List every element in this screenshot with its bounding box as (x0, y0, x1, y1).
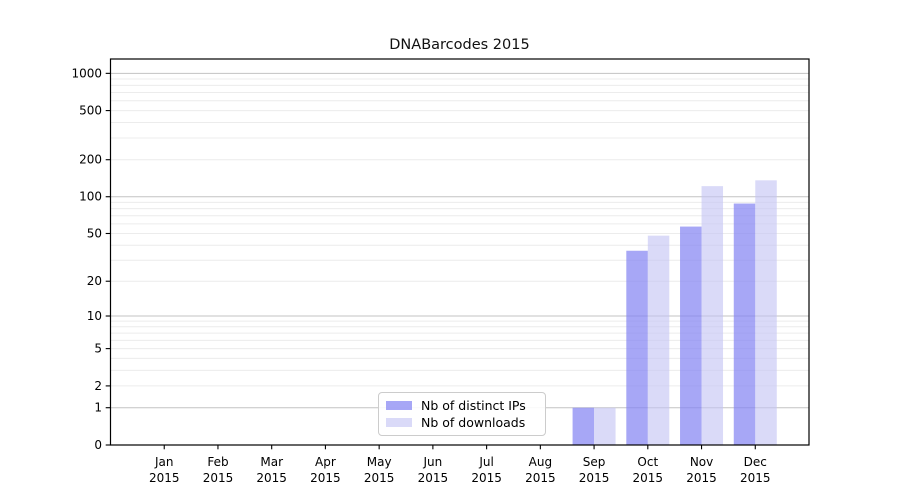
legend-item-downloads: Nb of downloads (386, 414, 537, 431)
x-tick-label-month: Jul (478, 455, 493, 469)
y-tick-label: 50 (87, 226, 102, 240)
bar-downloads-oct (647, 235, 670, 445)
legend-swatch-distinct-ips (386, 400, 412, 411)
x-tick-label-month: Feb (207, 455, 228, 469)
chart-title: DNABarcodes 2015 (389, 37, 530, 53)
x-tick-label-month: Jan (154, 455, 174, 469)
x-tick-label-month: Oct (637, 455, 658, 469)
y-tick-label: 10 (87, 309, 102, 323)
bar-downloads-dec (755, 180, 777, 445)
x-tick-label-month: Apr (315, 455, 336, 469)
x-tick-label-month: Dec (744, 455, 767, 469)
plot-border (109, 58, 810, 446)
bar-downloads-sep (594, 407, 616, 445)
y-tick-label: 100 (79, 190, 102, 204)
x-tick-label-year: 2015 (471, 471, 502, 485)
y-tick-label: 1000 (71, 66, 102, 80)
bar-distinct-ips-oct (626, 250, 648, 445)
legend: Nb of distinct IPs Nb of downloads (378, 392, 546, 436)
legend-label-distinct-ips: Nb of distinct IPs (421, 398, 526, 413)
y-tick-label: 20 (87, 274, 102, 288)
y-tick-label: 2 (94, 379, 102, 393)
x-tick-label-month: Jun (423, 455, 443, 469)
y-tick-label: 5 (94, 342, 102, 356)
legend-item-distinct-ips: Nb of distinct IPs (386, 397, 537, 414)
x-tick-label-month: Mar (260, 455, 283, 469)
x-tick-label-year: 2015 (256, 471, 287, 485)
y-tick-label: 500 (79, 104, 102, 118)
x-tick-label-year: 2015 (579, 471, 610, 485)
x-tick-label-year: 2015 (740, 471, 771, 485)
legend-label-downloads: Nb of downloads (421, 415, 526, 430)
legend-swatch-downloads (386, 417, 412, 428)
x-tick-label-year: 2015 (686, 471, 717, 485)
x-tick-label-year: 2015 (525, 471, 556, 485)
x-tick-label-month: Aug (529, 455, 552, 469)
bar-distinct-ips-dec (733, 203, 756, 445)
bar-downloads-nov (701, 186, 724, 446)
x-tick-label-year: 2015 (633, 471, 664, 485)
x-tick-label-year: 2015 (418, 471, 449, 485)
y-tick-label: 0 (94, 438, 102, 452)
x-tick-label-year: 2015 (203, 471, 234, 485)
x-tick-label-month: May (367, 455, 392, 469)
x-tick-label-month: Sep (583, 455, 606, 469)
x-tick-label-year: 2015 (364, 471, 395, 485)
x-tick-label-month: Nov (690, 455, 713, 469)
x-tick-label-year: 2015 (149, 471, 180, 485)
bar-distinct-ips-sep (572, 407, 595, 445)
y-tick-label: 200 (79, 153, 102, 167)
bar-distinct-ips-nov (680, 226, 702, 445)
y-tick-label: 1 (94, 401, 102, 415)
x-tick-label-year: 2015 (310, 471, 341, 485)
